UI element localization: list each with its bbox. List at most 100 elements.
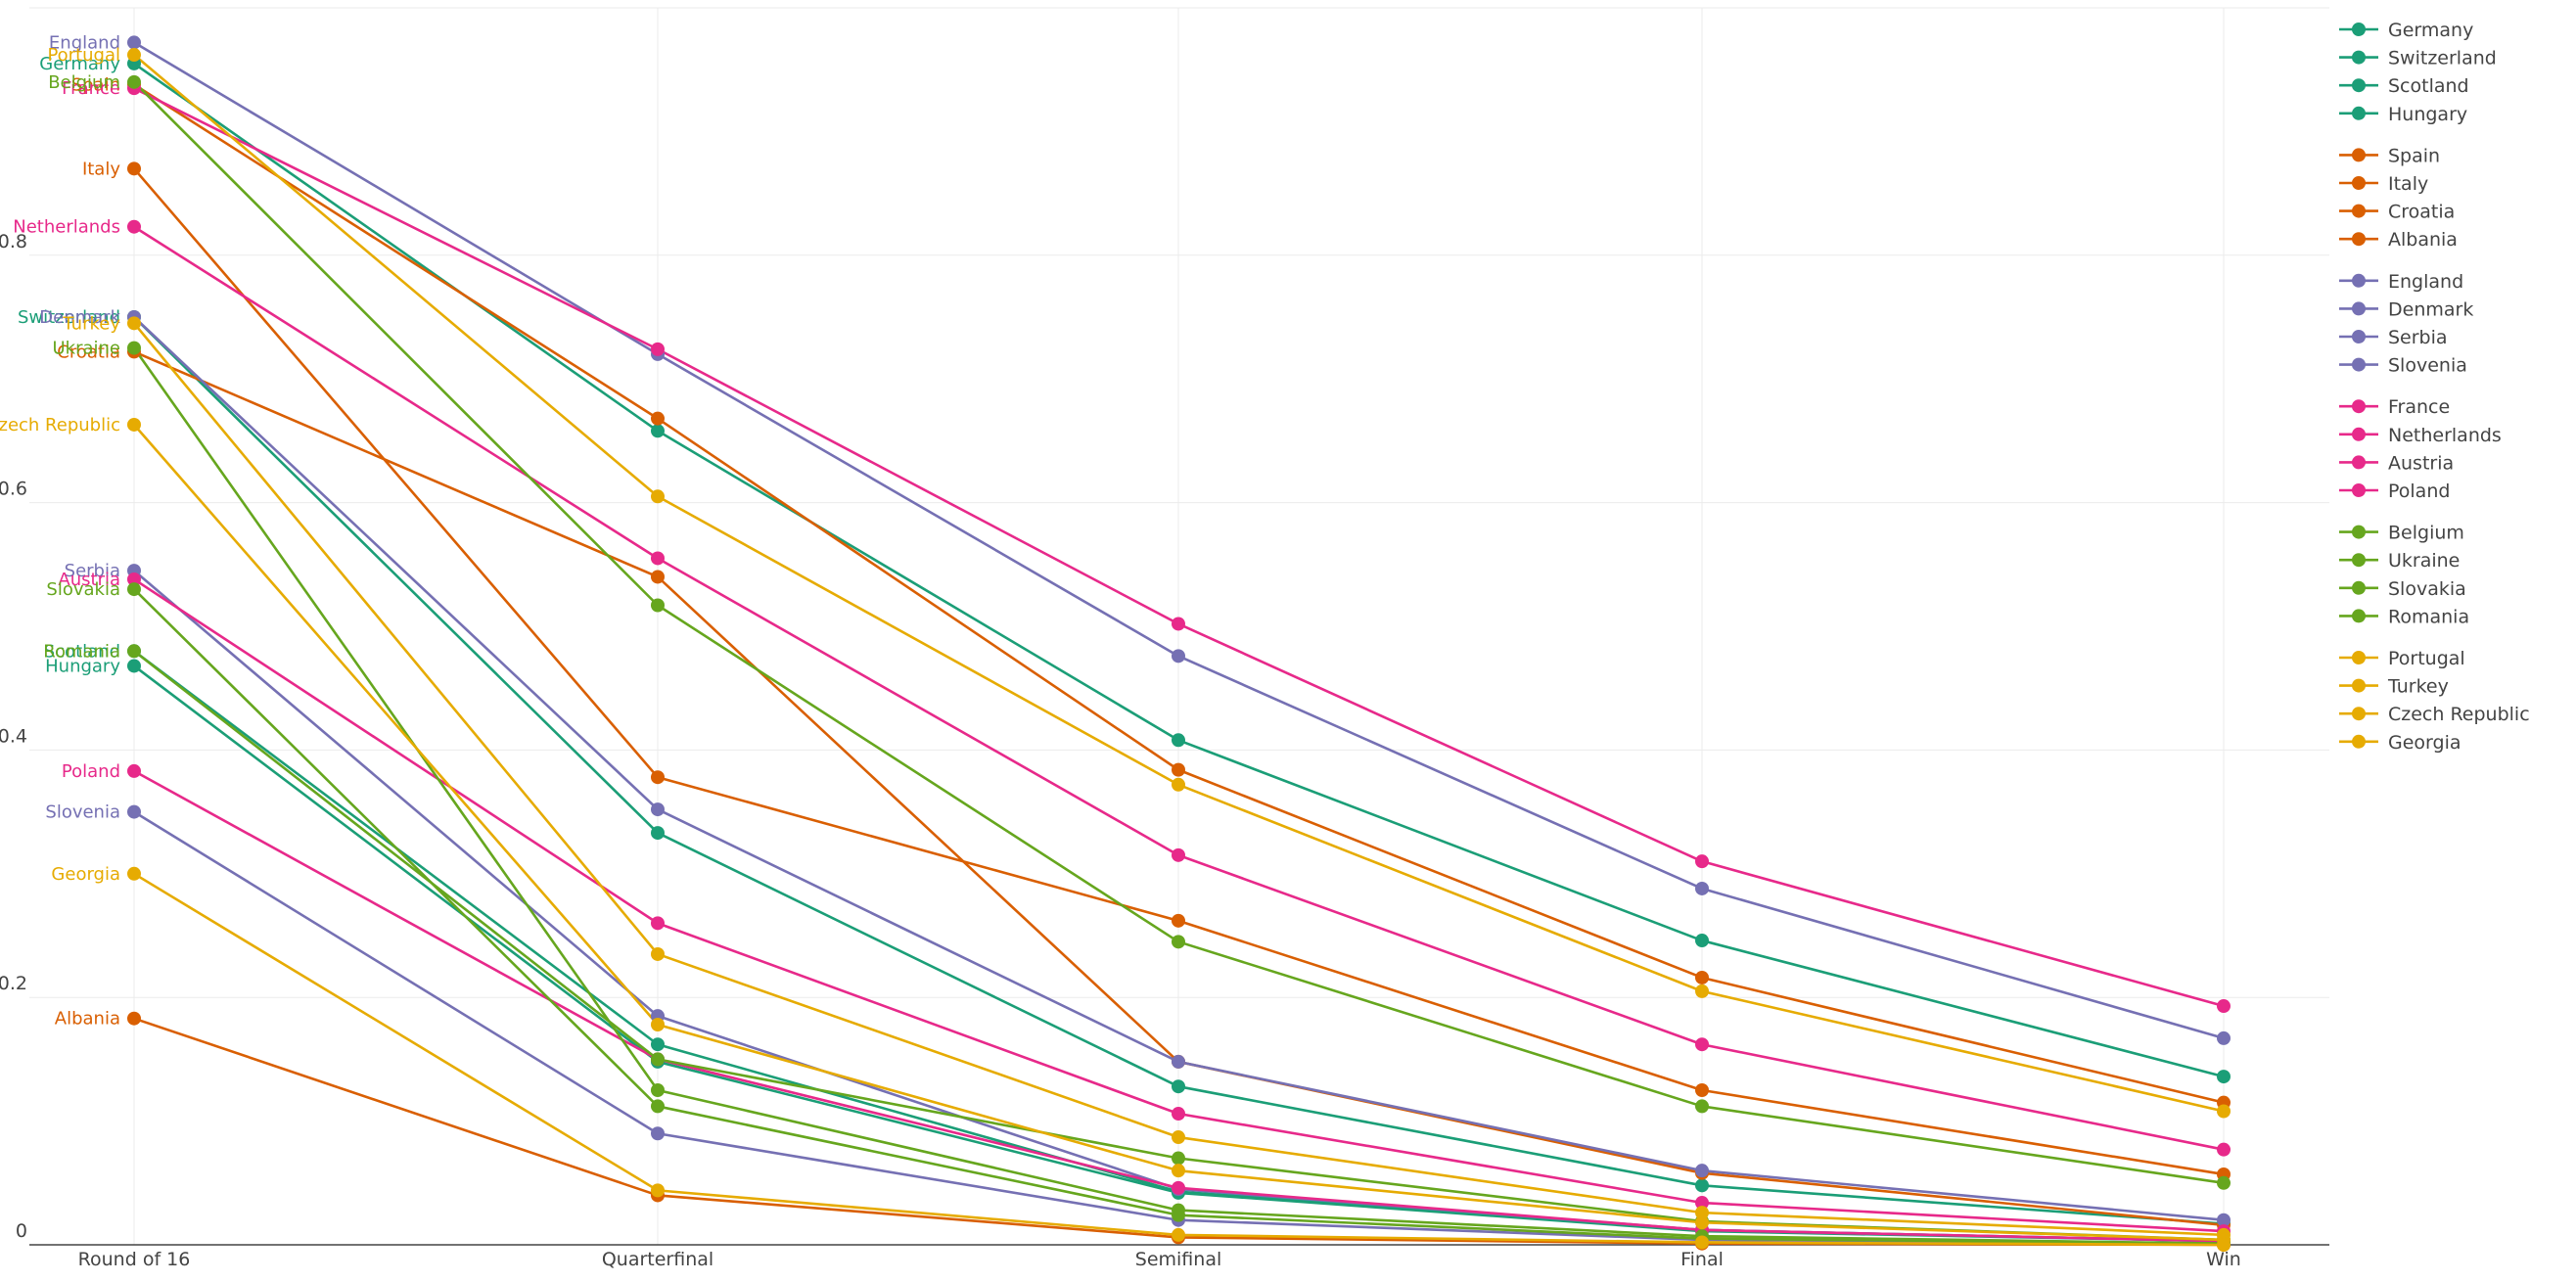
legend-item-croatia[interactable]: Croatia [2339, 202, 2455, 223]
data-point-italy[interactable] [1172, 913, 1185, 928]
data-point-turkey[interactable] [651, 946, 665, 961]
legend-item-denmark[interactable]: Denmark [2339, 298, 2473, 320]
legend-item-england[interactable]: England [2339, 271, 2463, 293]
data-point-czech-republic[interactable] [1172, 1164, 1185, 1178]
data-point-netherlands[interactable] [2217, 1142, 2231, 1157]
data-point-turkey[interactable] [1172, 1130, 1185, 1145]
legend-item-portugal[interactable]: Portugal [2339, 648, 2465, 669]
data-point-france[interactable] [651, 342, 665, 356]
data-point-spain[interactable] [1695, 970, 1709, 984]
legend-item-switzerland[interactable]: Switzerland [2339, 48, 2497, 69]
data-point-netherlands[interactable] [651, 551, 665, 566]
data-point-austria[interactable] [127, 572, 141, 586]
data-point-portugal[interactable] [2217, 1104, 2231, 1119]
legend-item-italy[interactable]: Italy [2339, 173, 2428, 195]
data-point-england[interactable] [1695, 881, 1709, 895]
data-point-denmark[interactable] [1695, 1164, 1709, 1178]
data-point-slovakia[interactable] [651, 1099, 665, 1114]
legend-item-austria[interactable]: Austria [2339, 452, 2454, 474]
legend-item-albania[interactable]: Albania [2339, 229, 2458, 251]
data-point-netherlands[interactable] [1695, 1037, 1709, 1052]
data-point-france[interactable] [1172, 617, 1185, 631]
data-point-austria[interactable] [1695, 1196, 1709, 1211]
data-point-albania[interactable] [127, 1011, 141, 1026]
data-point-italy[interactable] [651, 770, 665, 785]
data-point-scotland[interactable] [651, 1037, 665, 1052]
legend-item-czech-republic[interactable]: Czech Republic [2339, 704, 2530, 725]
data-point-belgium[interactable] [2217, 1175, 2231, 1190]
legend-item-scotland[interactable]: Scotland [2339, 75, 2469, 97]
data-point-slovakia[interactable] [127, 582, 141, 597]
data-point-denmark[interactable] [1172, 1054, 1185, 1069]
data-point-switzerland[interactable] [1172, 1079, 1185, 1094]
legend-item-belgium[interactable]: Belgium [2339, 523, 2464, 544]
data-point-georgia[interactable] [1695, 1235, 1709, 1250]
data-point-belgium[interactable] [1172, 935, 1185, 949]
data-point-poland[interactable] [1172, 1180, 1185, 1195]
data-point-switzerland[interactable] [651, 826, 665, 841]
legend-item-ukraine[interactable]: Ukraine [2339, 550, 2460, 572]
start-label-czech-republic: Czech Republic [0, 415, 120, 435]
data-point-portugal[interactable] [651, 489, 665, 504]
data-point-denmark[interactable] [651, 802, 665, 817]
legend-item-serbia[interactable]: Serbia [2339, 327, 2448, 348]
data-point-hungary[interactable] [127, 659, 141, 673]
data-point-austria[interactable] [1172, 1107, 1185, 1122]
data-point-ukraine[interactable] [651, 1083, 665, 1097]
legend-item-france[interactable]: France [2339, 396, 2450, 418]
data-point-italy[interactable] [1695, 1083, 1709, 1097]
data-point-georgia[interactable] [651, 1183, 665, 1198]
data-point-italy[interactable] [127, 161, 141, 176]
data-point-slovenia[interactable] [651, 1126, 665, 1141]
data-point-england[interactable] [2217, 1030, 2231, 1045]
data-point-czech-republic[interactable] [127, 417, 141, 432]
data-point-poland[interactable] [127, 763, 141, 778]
data-point-germany[interactable] [2217, 1070, 2231, 1084]
data-point-turkey[interactable] [1695, 1206, 1709, 1220]
legend-item-turkey[interactable]: Turkey [2339, 676, 2449, 698]
legend-item-georgia[interactable]: Georgia [2339, 732, 2461, 754]
legend-item-slovenia[interactable]: Slovenia [2339, 355, 2467, 377]
legend-item-spain[interactable]: Spain [2339, 145, 2440, 166]
data-point-turkey[interactable] [127, 316, 141, 331]
legend-item-slovakia[interactable]: Slovakia [2339, 578, 2466, 600]
data-point-romania[interactable] [651, 1052, 665, 1067]
data-point-romania[interactable] [127, 644, 141, 659]
legend-item-poland[interactable]: Poland [2339, 481, 2450, 502]
data-point-germany[interactable] [1695, 934, 1709, 948]
data-point-georgia[interactable] [127, 866, 141, 881]
data-point-ukraine[interactable] [127, 341, 141, 355]
data-point-austria[interactable] [651, 916, 665, 931]
data-point-slovenia[interactable] [127, 804, 141, 819]
data-point-france[interactable] [1695, 854, 1709, 869]
legend[interactable]: Germany Switzerland Scotland Hungary Spain It… [2339, 20, 2530, 754]
legend-item-netherlands[interactable]: Netherlands [2339, 425, 2502, 446]
data-point-georgia[interactable] [2217, 1238, 2231, 1252]
data-point-georgia[interactable] [1172, 1227, 1185, 1242]
data-point-denmark[interactable] [2217, 1213, 2231, 1227]
data-point-spain[interactable] [1172, 762, 1185, 777]
data-point-england[interactable] [127, 35, 141, 50]
data-point-czech-republic[interactable] [1695, 1215, 1709, 1230]
data-point-netherlands[interactable] [1172, 847, 1185, 862]
data-point-portugal[interactable] [1172, 777, 1185, 792]
data-point-slovakia[interactable] [1172, 1208, 1185, 1222]
data-point-belgium[interactable] [1695, 1099, 1709, 1114]
data-point-czech-republic[interactable] [651, 1018, 665, 1032]
legend-item-romania[interactable]: Romania [2339, 606, 2469, 627]
data-point-england[interactable] [1172, 649, 1185, 664]
data-point-belgium[interactable] [127, 74, 141, 89]
legend-item-germany[interactable]: Germany [2339, 20, 2473, 41]
data-point-netherlands[interactable] [127, 219, 141, 234]
data-point-portugal[interactable] [127, 48, 141, 63]
data-point-belgium[interactable] [651, 598, 665, 613]
data-point-croatia[interactable] [651, 570, 665, 584]
data-point-switzerland[interactable] [1695, 1178, 1709, 1193]
legend-item-hungary[interactable]: Hungary [2339, 104, 2467, 125]
data-point-france[interactable] [2217, 999, 2231, 1014]
data-point-portugal[interactable] [1695, 984, 1709, 998]
data-point-germany[interactable] [1172, 733, 1185, 748]
data-point-romania[interactable] [1172, 1151, 1185, 1166]
data-point-spain[interactable] [651, 411, 665, 426]
data-point-germany[interactable] [651, 424, 665, 438]
